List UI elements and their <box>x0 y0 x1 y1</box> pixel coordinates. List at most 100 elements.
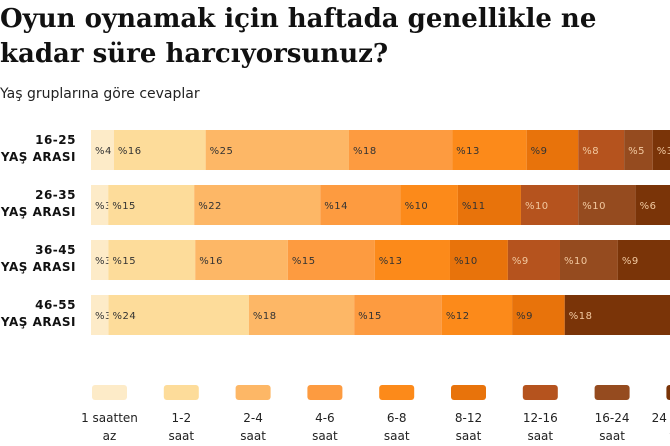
legend-label: saat <box>456 429 482 443</box>
bar-segment <box>113 130 206 170</box>
bar-segment <box>91 240 109 280</box>
bar-segment <box>248 295 355 335</box>
bar-segment <box>354 295 442 335</box>
legend-label: saat <box>527 429 553 443</box>
chart-title: Oyun oynamak için haftada genellikle ne … <box>0 4 597 69</box>
data-label: %18 <box>253 311 277 322</box>
bar-segment <box>512 295 565 335</box>
data-label: %8 <box>582 146 599 157</box>
data-label: %6 <box>640 201 657 212</box>
category-label: YAŞ ARASI <box>0 150 76 164</box>
bar-segment <box>320 185 401 225</box>
bar-segment <box>108 185 195 225</box>
legend-swatch <box>522 385 558 400</box>
bar-segment <box>617 240 670 280</box>
data-label: %18 <box>569 311 593 322</box>
bar-segment <box>441 295 513 335</box>
legend-label: 2-4 <box>243 411 263 425</box>
data-label: %24 <box>113 311 137 322</box>
data-label: %16 <box>199 256 223 267</box>
legend-swatch <box>92 385 127 400</box>
bar-segment <box>400 185 458 225</box>
category-label: YAŞ ARASI <box>0 205 76 219</box>
bar-segment <box>449 240 508 280</box>
data-label: %10 <box>405 201 429 212</box>
data-label: %15 <box>112 256 136 267</box>
bar-segment <box>205 130 349 170</box>
bar-segment <box>559 240 618 280</box>
data-label: %9 <box>622 256 639 267</box>
legend-swatch <box>666 385 670 400</box>
bar-segment <box>520 185 579 225</box>
bar-segment <box>652 130 670 170</box>
data-label: %4 <box>95 146 112 157</box>
data-label: %10 <box>582 201 606 212</box>
bar-segment <box>578 130 625 170</box>
legend-label: saat <box>384 429 410 443</box>
data-label: %5 <box>628 146 645 157</box>
data-label: %11 <box>462 201 486 212</box>
category-label: 26-35 <box>35 188 76 202</box>
data-label: %3 <box>95 256 112 267</box>
data-label: %14 <box>324 201 348 212</box>
legend-label: 8-12 <box>455 411 482 425</box>
data-label: %12 <box>446 311 470 322</box>
category-label: YAŞ ARASI <box>0 260 76 274</box>
bar-segment <box>452 130 527 170</box>
category-label: 16-25 <box>35 133 76 147</box>
data-label: %25 <box>210 146 234 157</box>
data-label: %15 <box>112 201 136 212</box>
legend-label: saat <box>240 429 266 443</box>
bar-segment <box>91 130 114 170</box>
data-label: %15 <box>358 311 382 322</box>
data-label: %9 <box>512 256 529 267</box>
legend-label: 1-2 <box>171 411 191 425</box>
bar-segment <box>287 240 375 280</box>
data-label: %13 <box>456 146 480 157</box>
legend-label: 4-6 <box>315 411 335 425</box>
legend-label: saat <box>599 429 625 443</box>
data-label: %13 <box>379 256 403 267</box>
bar-segment <box>507 240 560 280</box>
data-label: %22 <box>198 201 222 212</box>
bar-segment <box>348 130 453 170</box>
legend-swatch <box>379 385 415 400</box>
legend-label: 16-24 <box>595 411 630 425</box>
legend-swatch <box>307 385 343 400</box>
data-label: %10 <box>525 201 549 212</box>
bar-segment <box>91 185 109 225</box>
legend-label: az <box>103 429 117 443</box>
data-label: %18 <box>353 146 377 157</box>
data-label: %9 <box>516 311 533 322</box>
bar-segment <box>108 295 249 335</box>
bar-segment <box>194 185 321 225</box>
data-label: %10 <box>454 256 478 267</box>
legend-label: 12-16 <box>523 411 558 425</box>
legend-label: 6-8 <box>387 411 407 425</box>
bar-segment <box>457 185 521 225</box>
data-label: %3 <box>657 146 670 157</box>
legend-swatch <box>594 385 630 400</box>
bar-segment <box>578 185 636 225</box>
category-label: 36-45 <box>35 243 76 257</box>
category-label: 46-55 <box>35 298 76 312</box>
data-label: %3 <box>95 201 112 212</box>
legend-label: 1 saatten <box>81 411 138 425</box>
chart-subtitle: Yaş gruplarına göre cevaplar <box>0 86 200 102</box>
legend-swatch <box>163 385 199 400</box>
bar-segment <box>91 295 109 335</box>
legend-label: 24 saatten <box>652 411 670 425</box>
bar-segment <box>526 130 579 170</box>
bar-segment <box>195 240 288 280</box>
bar-segment <box>624 130 653 170</box>
data-label: %9 <box>531 146 548 157</box>
bar-segment <box>374 240 450 280</box>
bar-segment <box>564 295 670 335</box>
data-label: %15 <box>292 256 316 267</box>
data-label: %10 <box>564 256 588 267</box>
legend-label: saat <box>312 429 338 443</box>
bar-segment <box>108 240 196 280</box>
bar-segment <box>635 185 670 225</box>
legend-swatch <box>235 385 271 400</box>
